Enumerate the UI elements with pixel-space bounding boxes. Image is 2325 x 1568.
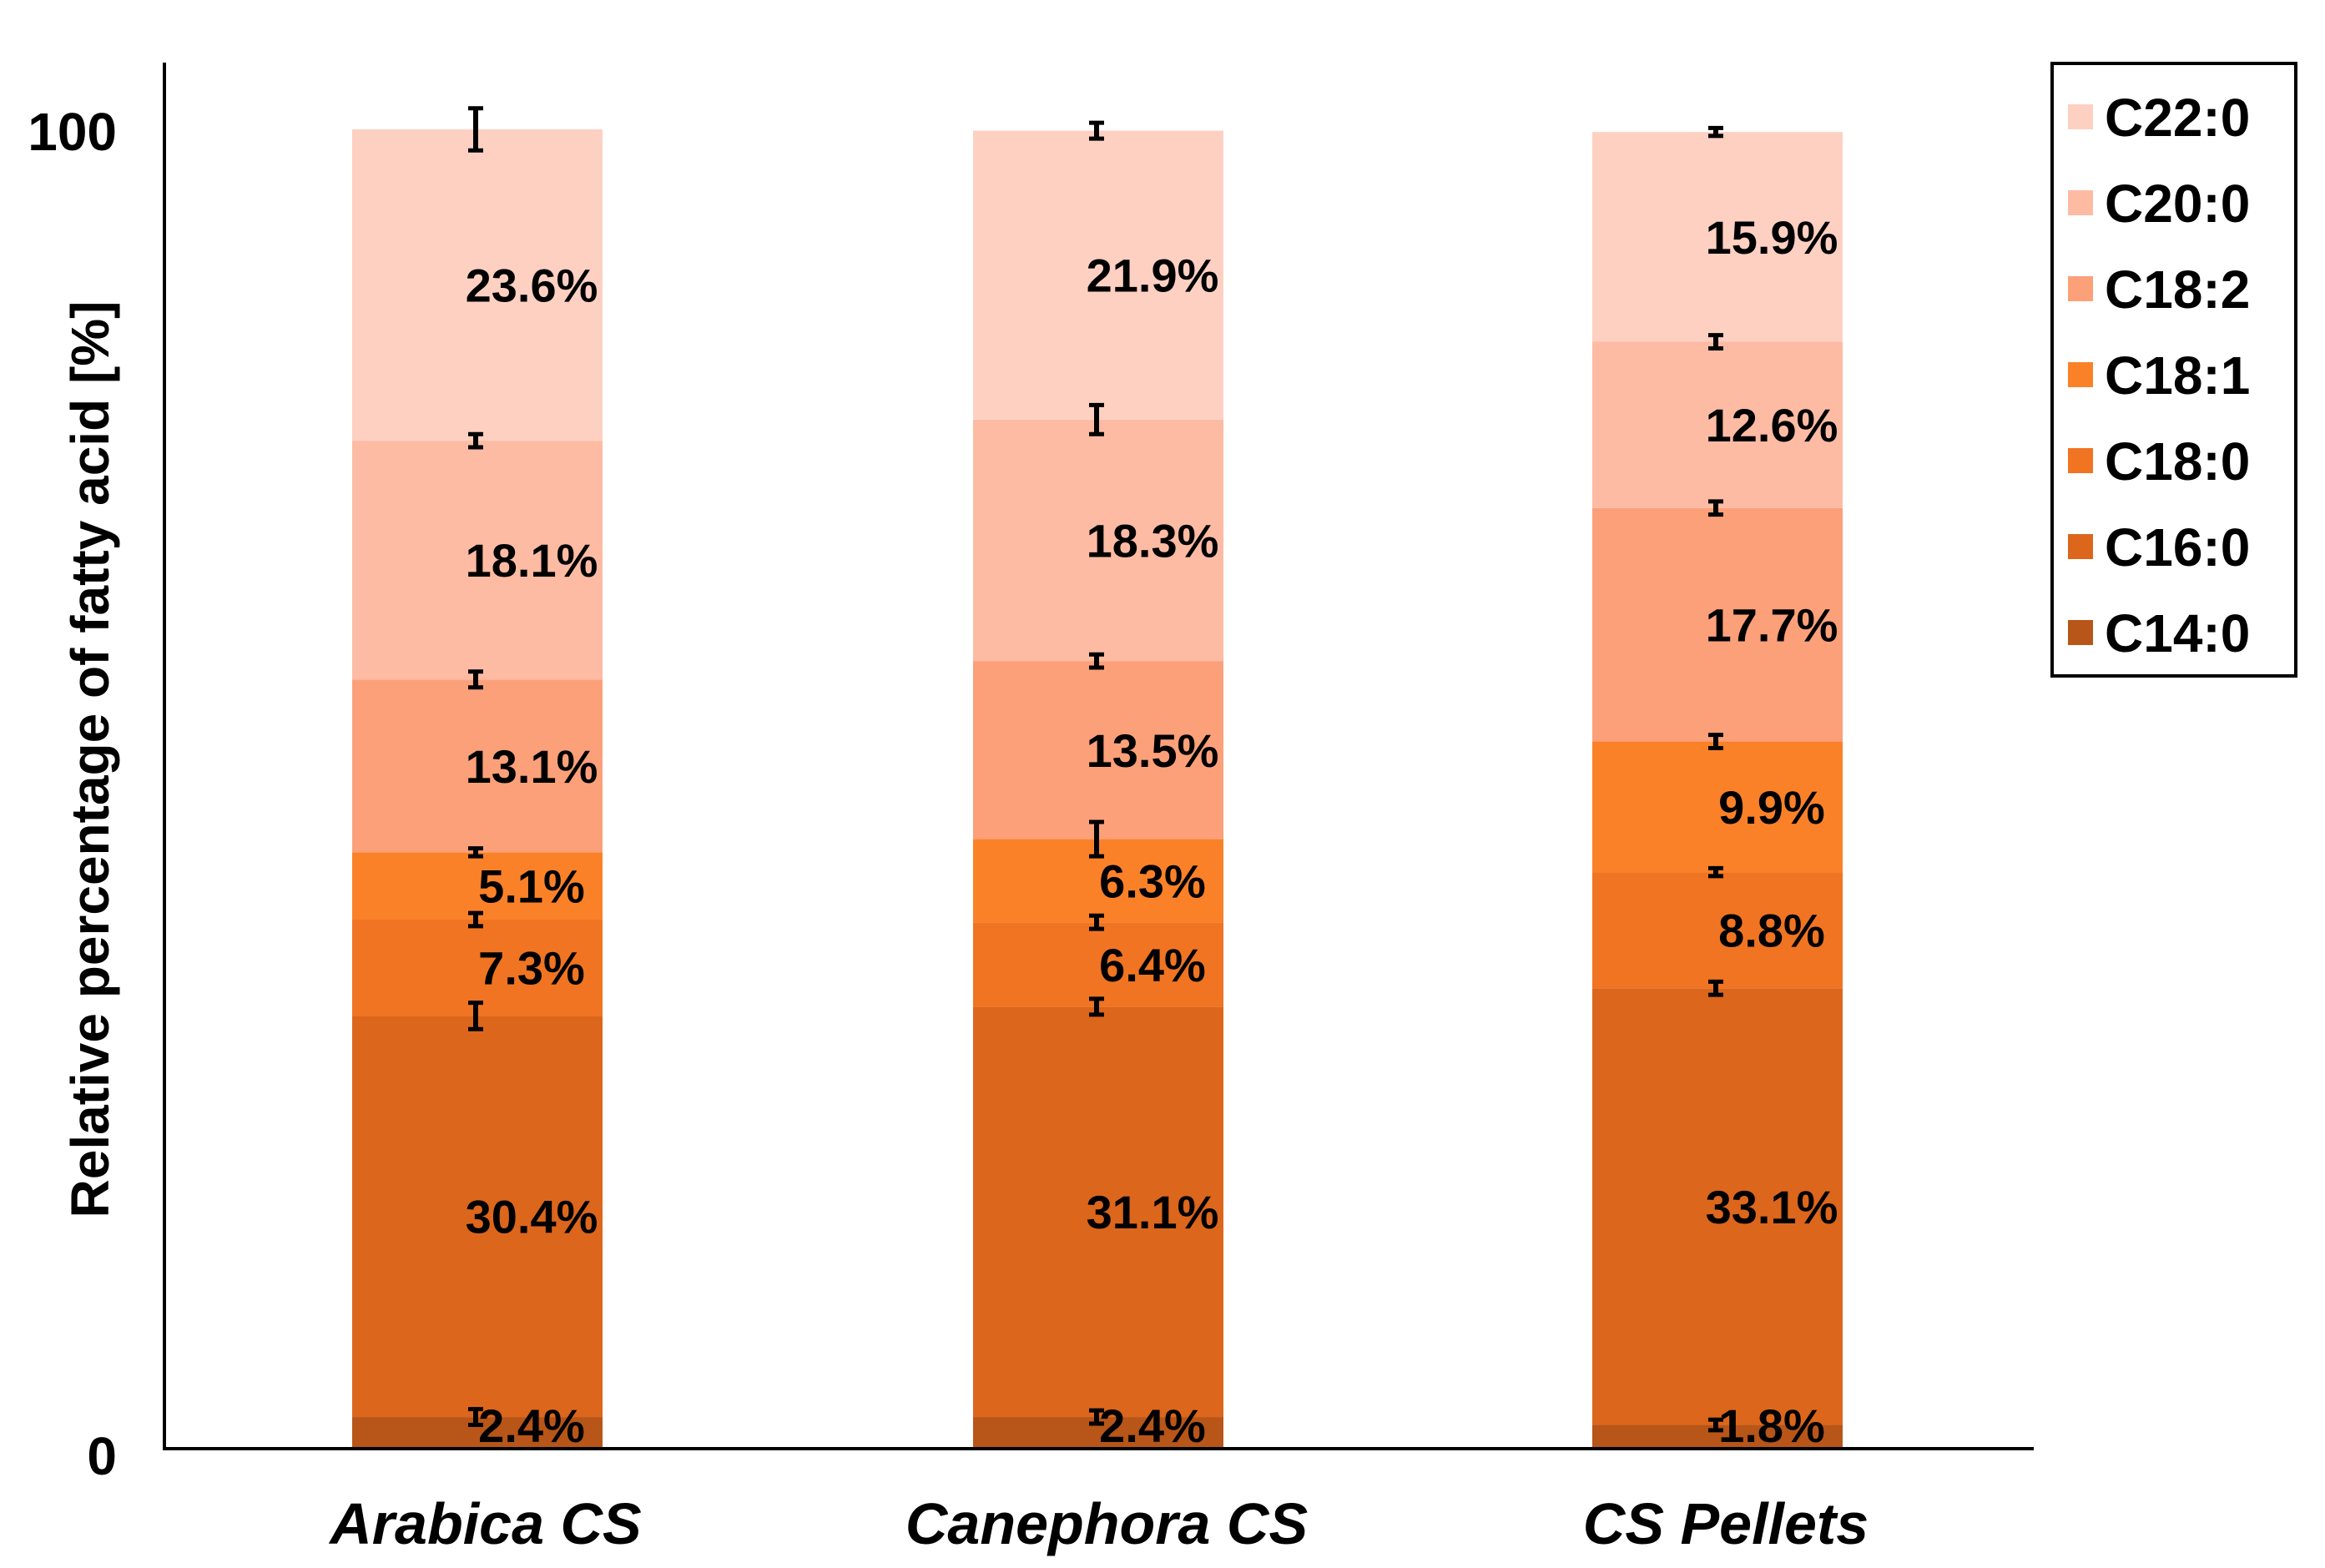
bar-segment — [352, 1016, 603, 1418]
segment-value-label: 21.9% — [1087, 250, 1219, 302]
bar-segment — [1592, 872, 1843, 989]
segment-value-label: 7.3% — [478, 942, 585, 995]
segment-value-label: 2.4% — [478, 1399, 585, 1452]
bar-segment — [352, 129, 603, 441]
segment-value-label: 30.4% — [466, 1191, 598, 1243]
segment-value-label: 13.1% — [466, 740, 598, 793]
bar-segment — [352, 441, 603, 680]
bars-group — [352, 129, 1843, 1449]
segment-value-label: 18.3% — [1087, 514, 1219, 567]
bar-segment — [352, 679, 603, 853]
axes-group: 100 0 Relative percentage of fatty acid … — [28, 63, 2034, 1486]
bar-segment — [973, 922, 1223, 1007]
legend-swatch — [2068, 104, 2093, 129]
bar-segment — [973, 1006, 1223, 1418]
legend: C22:0 C20:0 C18:2 C18:1 C18:0 C16:0 C14:0 — [2050, 62, 2297, 678]
segment-value-label: 23.6% — [466, 260, 598, 312]
category-labels-group: Arabica CS Canephora CS CS Pellets — [328, 1491, 1869, 1556]
x-category-label: Arabica CS — [328, 1491, 641, 1556]
bar-segment — [1592, 741, 1843, 873]
segment-value-label: 1.8% — [1718, 1399, 1825, 1452]
legend-label: C18:2 — [2105, 260, 2250, 320]
bar-segment — [352, 852, 603, 920]
errorbars-group — [468, 106, 1723, 1433]
segment-value-label: 15.9% — [1706, 211, 1838, 264]
bar-segment — [352, 920, 603, 1016]
segment-value-label: 18.1% — [466, 534, 598, 587]
segment-value-label: 12.6% — [1706, 399, 1838, 451]
segment-labels-group: 2.4% 30.4% 7.3% 5.1% 13.1% 18.1% 23.6% 2.4% 31.1… — [466, 211, 1838, 1452]
segment-value-label: 31.1% — [1087, 1186, 1219, 1238]
segment-value-label: 6.3% — [1099, 855, 1206, 907]
segment-value-label: 13.5% — [1087, 724, 1219, 777]
bar-segment — [1592, 341, 1843, 508]
bar-segment — [973, 130, 1223, 420]
legend-swatch — [2068, 620, 2093, 645]
segment-value-label: 33.1% — [1706, 1181, 1838, 1233]
legend-label: C14:0 — [2105, 603, 2250, 663]
legend-label: C20:0 — [2105, 174, 2250, 234]
legend-swatch — [2068, 448, 2093, 473]
segment-value-label: 9.9% — [1718, 781, 1825, 834]
legend-swatch — [2068, 534, 2093, 559]
legend-swatch — [2068, 276, 2093, 301]
bar-segment — [973, 419, 1223, 662]
bar-segment — [1592, 507, 1843, 742]
x-category-label: CS Pellets — [1583, 1491, 1869, 1556]
legend-label: C16:0 — [2105, 517, 2250, 577]
segment-value-label: 17.7% — [1706, 599, 1838, 652]
legend-label: C18:1 — [2105, 345, 2250, 406]
segment-value-label: 8.8% — [1718, 905, 1825, 957]
bar-segment — [973, 661, 1223, 839]
x-category-label: Canephora CS — [905, 1491, 1308, 1556]
y-tick-label-min: 0 — [87, 1426, 117, 1486]
legend-label: C22:0 — [2105, 88, 2250, 148]
segment-value-label: 2.4% — [1099, 1399, 1206, 1452]
y-tick-label-max: 100 — [28, 102, 117, 162]
segment-value-label: 6.4% — [1099, 939, 1206, 991]
legend-swatch — [2068, 190, 2093, 215]
bar-segment — [1592, 988, 1843, 1425]
legend-label: C18:0 — [2105, 431, 2250, 492]
y-axis-title: Relative percentage of fatty acid [%] — [60, 301, 120, 1218]
segment-value-label: 5.1% — [478, 860, 585, 913]
legend-swatch — [2068, 362, 2093, 387]
bar-segment — [1592, 132, 1843, 342]
